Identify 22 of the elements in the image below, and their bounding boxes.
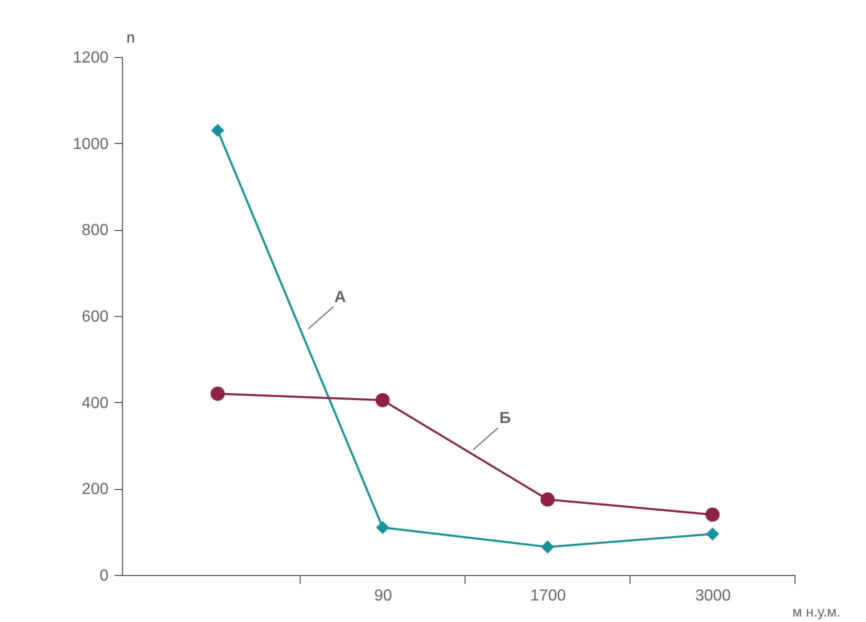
point xyxy=(211,124,224,137)
x-tick-label: 1700 xyxy=(530,588,566,604)
x-tick-label: 90 xyxy=(374,588,392,604)
y-tick-label: 600 xyxy=(82,308,109,326)
text: Б xyxy=(499,410,511,427)
point xyxy=(376,393,390,408)
point xyxy=(541,540,554,554)
x-tick-label: 3000 xyxy=(695,588,731,604)
y-tick-label: 1200 xyxy=(72,50,109,66)
y-tick-label: 400 xyxy=(82,394,109,412)
y-tick-label: 1000 xyxy=(72,136,109,153)
y-tick-label: 0 xyxy=(100,568,109,584)
y-tick-label: 800 xyxy=(82,222,109,240)
point xyxy=(376,521,390,534)
y-tick-label: 200 xyxy=(82,481,109,498)
y-axis-title: n xyxy=(126,30,135,46)
point xyxy=(706,527,720,541)
point xyxy=(540,492,555,507)
point xyxy=(705,508,720,522)
x-axis-title: м н.у.м. xyxy=(792,604,840,620)
text: А xyxy=(334,288,346,306)
point xyxy=(210,386,225,401)
